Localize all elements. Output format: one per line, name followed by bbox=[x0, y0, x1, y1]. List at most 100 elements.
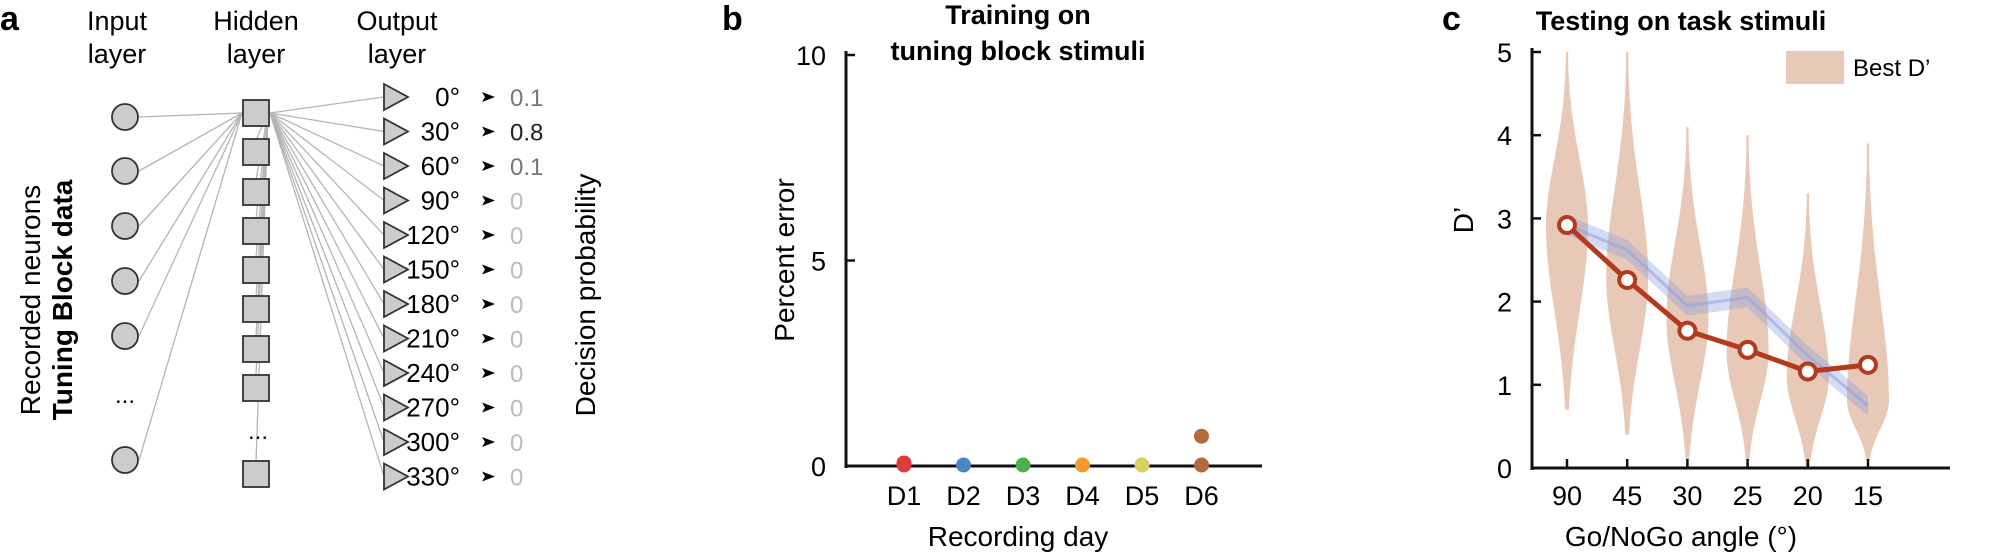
input-neuron bbox=[111, 322, 139, 350]
output-angle-label: 120° bbox=[406, 220, 460, 250]
x-tick-label: 15 bbox=[1853, 481, 1883, 511]
output-angle-label: 60° bbox=[421, 151, 460, 181]
arrow-icon bbox=[482, 402, 495, 413]
reference-line bbox=[1566, 223, 1869, 407]
output-angle-label: 90° bbox=[421, 186, 460, 216]
input-hidden-connection bbox=[138, 112, 243, 461]
decision-probability-value: 0 bbox=[510, 189, 523, 216]
violin-distribution bbox=[1666, 126, 1709, 460]
arrow-icon bbox=[482, 92, 495, 102]
decision-probability-value: 0 bbox=[510, 465, 523, 492]
arrow-icon bbox=[482, 299, 495, 309]
hidden-unit bbox=[242, 295, 270, 323]
input-neuron bbox=[111, 212, 139, 240]
x-tick-label: 90 bbox=[1552, 481, 1582, 511]
x-tick-label: D5 bbox=[1125, 481, 1160, 511]
output-angle-label: 270° bbox=[406, 393, 460, 423]
decision-probability-value: 0 bbox=[510, 327, 523, 354]
x-tick-label: D6 bbox=[1184, 481, 1219, 511]
arrow-icon bbox=[482, 471, 495, 482]
y-tick-label: 10 bbox=[796, 41, 826, 71]
arrow-icon bbox=[482, 437, 495, 447]
panel-b-title-line1: Training on bbox=[945, 0, 1091, 30]
hidden-unit bbox=[242, 138, 270, 166]
output-unit bbox=[383, 220, 410, 250]
output-layer-header-line1: Output bbox=[356, 6, 438, 36]
data-point bbox=[1194, 428, 1209, 444]
data-point bbox=[1075, 457, 1090, 473]
output-unit bbox=[383, 185, 410, 216]
x-tick-label: D3 bbox=[1006, 481, 1041, 511]
panel-b-letter: b bbox=[722, 0, 743, 38]
input-layer-header-line1: Input bbox=[87, 6, 148, 36]
decision-probability-value: 0 bbox=[510, 361, 523, 388]
hidden-output-connection bbox=[269, 96, 385, 114]
output-unit bbox=[383, 116, 410, 147]
output-unit bbox=[383, 151, 410, 181]
y-tick-label: 2 bbox=[1497, 288, 1512, 318]
output-layer-header-line2: layer bbox=[368, 39, 427, 69]
hidden-output-connection bbox=[269, 112, 385, 443]
y-tick-label: 0 bbox=[1497, 454, 1512, 484]
hidden-output-connection bbox=[269, 112, 385, 339]
panel-a-letter: a bbox=[0, 0, 20, 38]
output-angle-label: 240° bbox=[406, 358, 460, 388]
data-point bbox=[956, 457, 971, 473]
output-unit bbox=[383, 461, 410, 492]
hidden-fanout-connection bbox=[255, 112, 269, 463]
hidden-unit bbox=[242, 99, 270, 127]
hidden-unit bbox=[242, 217, 270, 245]
output-angle-label: 180° bbox=[406, 289, 460, 319]
data-point bbox=[1015, 457, 1031, 473]
input-hidden-connection bbox=[138, 112, 243, 118]
x-tick-label: 45 bbox=[1612, 481, 1642, 511]
input-neuron bbox=[111, 157, 139, 185]
hidden-output-connection bbox=[269, 112, 385, 374]
output-layer-nodes: 0° 0.1 30° 0.8 60° 0.1 90° 0 120° 0 150° 0 180° 0 210°… bbox=[383, 82, 543, 492]
hidden-output-connection bbox=[269, 112, 385, 408]
input-hidden-connection bbox=[138, 112, 243, 227]
legend-swatch bbox=[1786, 51, 1844, 84]
output-angle-label: 30° bbox=[421, 117, 460, 147]
dprime-marker bbox=[1557, 215, 1577, 236]
x-tick-label: D1 bbox=[887, 481, 922, 511]
dprime-marker bbox=[1858, 354, 1878, 375]
output-unit bbox=[383, 323, 410, 354]
arrow-icon bbox=[482, 368, 495, 378]
output-unit bbox=[383, 289, 410, 319]
x-tick-label: 20 bbox=[1793, 481, 1823, 511]
arrow-icon bbox=[482, 126, 495, 137]
dprime-marker bbox=[1677, 320, 1698, 341]
input-ellipsis: ... bbox=[115, 382, 135, 409]
decision-probability-value: 0.8 bbox=[510, 120, 543, 147]
panel-b-plot: 0 5 10 D1 D2 D3 D4 D5 D6 bbox=[796, 41, 1262, 511]
data-point bbox=[1134, 457, 1150, 473]
panel-b-title-line2: tuning block stimuli bbox=[891, 36, 1146, 66]
hidden-layer-header-line1: Hidden bbox=[213, 6, 299, 36]
arrow-icon bbox=[482, 333, 495, 344]
data-point bbox=[896, 455, 912, 471]
output-angle-label: 210° bbox=[406, 324, 460, 354]
x-tick-label: 25 bbox=[1733, 481, 1763, 511]
decision-probability-value: 0 bbox=[510, 396, 523, 423]
decision-probability-value: 0.1 bbox=[510, 85, 543, 112]
hidden-output-connection bbox=[269, 112, 385, 167]
legend-label: Best D’ bbox=[1853, 55, 1930, 82]
panel-a: a Input layer Hidden layer Output layer … bbox=[0, 0, 601, 492]
input-hidden-connection bbox=[138, 112, 243, 282]
decision-probability-value: 0 bbox=[510, 258, 523, 285]
output-unit bbox=[383, 358, 410, 388]
data-point bbox=[1194, 457, 1209, 473]
arrow-icon bbox=[482, 230, 495, 240]
hidden-layer-header-line2: layer bbox=[227, 39, 286, 69]
output-angle-label: 150° bbox=[406, 255, 460, 285]
decision-probability-label: Decision probability bbox=[570, 174, 601, 417]
output-unit bbox=[383, 254, 410, 285]
output-unit bbox=[383, 392, 410, 423]
arrow-icon bbox=[482, 195, 495, 206]
hidden-unit bbox=[242, 256, 270, 284]
output-unit bbox=[383, 82, 410, 112]
input-layer-nodes bbox=[111, 103, 139, 474]
